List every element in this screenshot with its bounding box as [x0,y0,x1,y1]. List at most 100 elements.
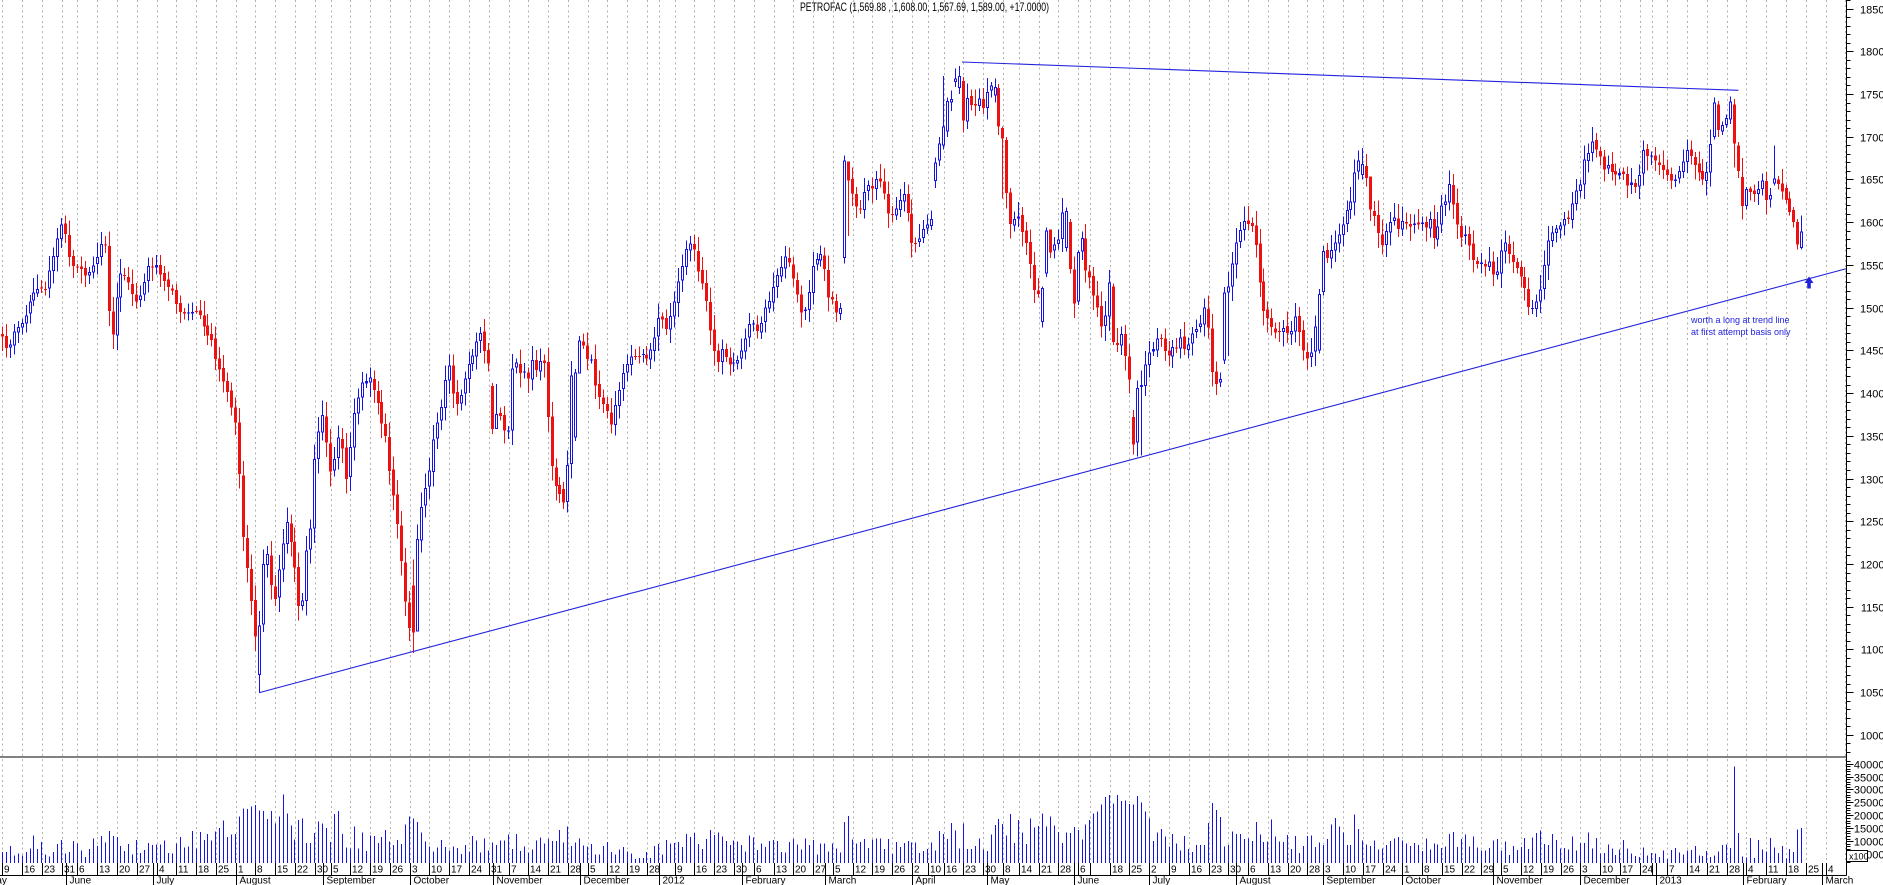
svg-text:1400: 1400 [1860,389,1883,401]
svg-text:5: 5 [333,865,339,876]
svg-text:May: May [0,876,7,885]
svg-text:November: November [1497,876,1544,885]
svg-text:23: 23 [44,865,56,876]
svg-text:28: 28 [1060,865,1072,876]
svg-text:8: 8 [1424,865,1430,876]
svg-text:15: 15 [1444,865,1456,876]
svg-text:24: 24 [1642,865,1654,876]
svg-text:28: 28 [1729,865,1741,876]
svg-text:12: 12 [1523,865,1535,876]
svg-text:15000: 15000 [1854,824,1883,836]
svg-text:26: 26 [392,865,404,876]
svg-text:30: 30 [985,865,997,876]
svg-text:20000: 20000 [1854,811,1883,823]
svg-text:3: 3 [412,865,418,876]
svg-text:3: 3 [1325,865,1331,876]
svg-text:1000: 1000 [1860,731,1883,743]
svg-text:6: 6 [1080,865,1086,876]
svg-text:1300: 1300 [1860,475,1883,487]
svg-text:4: 4 [1748,865,1754,876]
svg-text:1600: 1600 [1860,218,1883,230]
svg-text:5: 5 [835,865,841,876]
svg-text:7: 7 [1669,865,1675,876]
svg-text:20: 20 [1290,865,1302,876]
svg-text:22: 22 [1464,865,1476,876]
svg-text:5: 5 [590,865,596,876]
svg-text:14: 14 [530,865,542,876]
svg-text:30: 30 [736,865,748,876]
svg-text:PETROFAC (1,569.88 , 1,608.00,: PETROFAC (1,569.88 , 1,608.00, 1,567.69,… [800,0,1049,14]
svg-text:40000: 40000 [1854,760,1883,772]
svg-text:1800: 1800 [1860,47,1883,59]
svg-text:June: June [70,876,92,885]
svg-text:October: October [414,876,450,885]
svg-text:9: 9 [677,865,683,876]
svg-text:1250: 1250 [1860,517,1883,529]
svg-text:17: 17 [451,865,463,876]
svg-text:16: 16 [24,865,36,876]
svg-text:29: 29 [1483,865,1495,876]
svg-text:August: August [1240,876,1271,885]
svg-text:28: 28 [570,865,582,876]
svg-text:10: 10 [930,865,942,876]
svg-text:21: 21 [1709,865,1721,876]
svg-text:25000: 25000 [1854,798,1883,810]
svg-text:10: 10 [1602,865,1614,876]
svg-text:2013: 2013 [1660,876,1683,885]
svg-text:April: April [916,876,936,885]
svg-text:February: February [746,876,786,885]
svg-text:23: 23 [1211,865,1223,876]
svg-text:1550: 1550 [1860,261,1883,273]
svg-text:20: 20 [795,865,807,876]
svg-text:1850: 1850 [1860,5,1883,17]
svg-text:8: 8 [257,865,263,876]
svg-text:3: 3 [1582,865,1588,876]
svg-text:16: 16 [946,865,958,876]
svg-text:26: 26 [894,865,906,876]
svg-text:11: 11 [178,865,189,876]
svg-text:9: 9 [1171,865,1177,876]
svg-text:25: 25 [218,865,230,876]
svg-text:1: 1 [238,865,244,876]
svg-text:May: May [991,876,1010,885]
svg-text:x100: x100 [1849,852,1869,862]
svg-text:June: June [1078,876,1100,885]
svg-text:20: 20 [119,865,131,876]
svg-text:1750: 1750 [1860,90,1883,102]
svg-text:17: 17 [1622,865,1634,876]
svg-text:30: 30 [1230,865,1242,876]
svg-text:August: August [240,876,271,885]
svg-text:1050: 1050 [1860,688,1883,700]
svg-text:16: 16 [1191,865,1203,876]
svg-text:November: November [497,876,544,885]
svg-text:2012: 2012 [663,876,686,885]
svg-text:worth a long at trend line: worth a long at trend line [1690,315,1790,325]
svg-text:27: 27 [139,865,151,876]
svg-text:February: February [1747,876,1787,885]
svg-text:31: 31 [491,865,503,876]
svg-text:2: 2 [914,865,920,876]
svg-text:18: 18 [1788,865,1800,876]
svg-text:5: 5 [1503,865,1509,876]
svg-text:December: December [1584,876,1631,885]
svg-text:16: 16 [696,865,708,876]
svg-text:12: 12 [352,865,364,876]
svg-text:10000: 10000 [1854,837,1883,849]
svg-text:8: 8 [1005,865,1011,876]
svg-text:28: 28 [1309,865,1321,876]
svg-text:21: 21 [1041,865,1053,876]
svg-text:24: 24 [1385,865,1397,876]
svg-text:1: 1 [1404,865,1410,876]
svg-text:9: 9 [4,865,10,876]
svg-text:21: 21 [550,865,562,876]
svg-text:December: December [584,876,631,885]
svg-text:11: 11 [1768,865,1779,876]
svg-text:18: 18 [1112,865,1124,876]
svg-text:13: 13 [99,865,111,876]
svg-text:13: 13 [1270,865,1282,876]
svg-text:12: 12 [855,865,867,876]
svg-text:14: 14 [1689,865,1701,876]
svg-text:July: July [1153,876,1171,885]
svg-text:4: 4 [159,865,165,876]
svg-text:4: 4 [1828,865,1834,876]
